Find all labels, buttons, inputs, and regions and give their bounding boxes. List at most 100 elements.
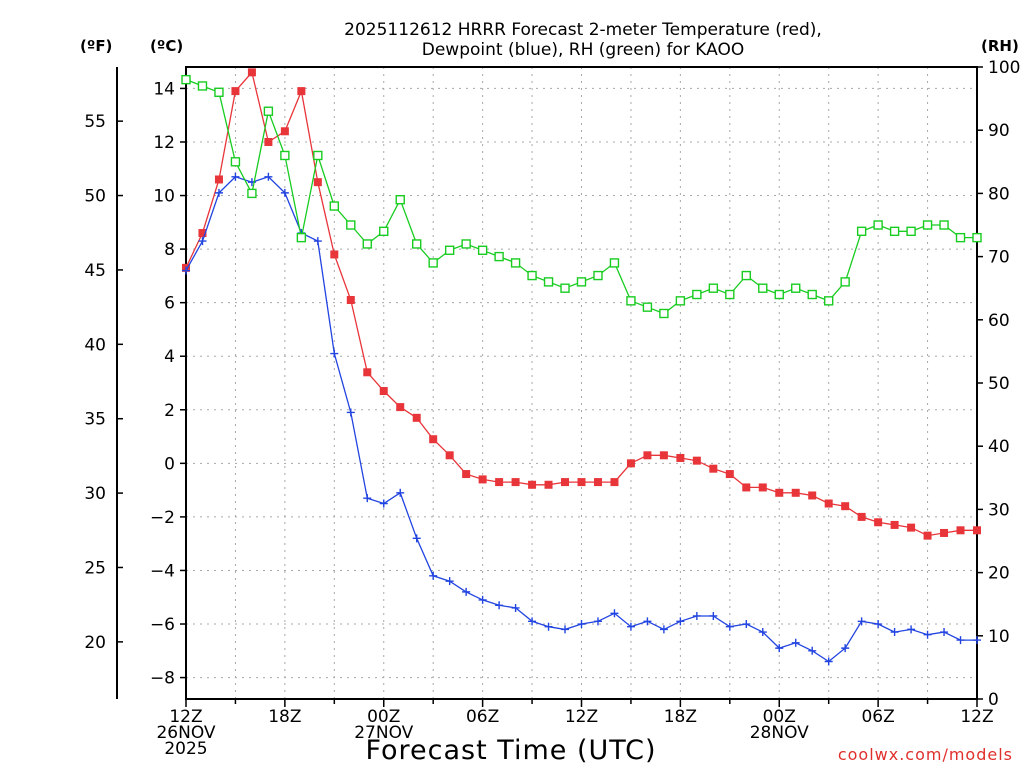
dewpoint-point xyxy=(709,611,718,620)
fahrenheit-tick-label: 50 xyxy=(84,187,106,207)
temperature-point xyxy=(429,435,438,444)
celsius-tick-label: −4 xyxy=(150,561,175,581)
rh-tick-label: 50 xyxy=(988,374,1010,394)
temperature-point xyxy=(561,478,570,487)
dewpoint-point xyxy=(231,172,240,181)
celsius-tick-label: −6 xyxy=(150,615,175,635)
x-tick-label: 26NOV xyxy=(156,723,215,743)
celsius-tick-label: 6 xyxy=(164,294,175,314)
temperature-point xyxy=(940,528,949,537)
rh-point xyxy=(461,239,471,249)
rh-point xyxy=(296,232,307,243)
rh-tick-label: 60 xyxy=(988,311,1010,331)
celsius-tick-label: 0 xyxy=(164,454,175,474)
dewpoint-point xyxy=(643,617,652,626)
rh-point xyxy=(791,283,801,293)
rh-point xyxy=(609,258,620,268)
x-tick-label: 28NOV xyxy=(750,723,809,743)
x-tick-label: 12Z xyxy=(960,707,993,727)
temperature-point xyxy=(857,512,866,521)
fahrenheit-tick-label: 30 xyxy=(84,484,106,504)
fahrenheit-tick-label: 45 xyxy=(84,261,106,281)
dewpoint-point xyxy=(659,625,668,634)
x-tick-label: 12Z xyxy=(565,707,598,727)
rh-point xyxy=(362,239,372,249)
x-tick-label: 18Z xyxy=(268,707,301,727)
dewpoint-point xyxy=(742,620,751,629)
x-tick-label: 12Z xyxy=(169,707,202,727)
dewpoint-point xyxy=(874,620,883,629)
data-series xyxy=(181,68,982,666)
fahrenheit-tick-label: 40 xyxy=(84,335,106,355)
rh-point xyxy=(379,226,389,237)
rh-point xyxy=(214,87,224,97)
dewpoint-point xyxy=(610,609,619,618)
temperature-point xyxy=(297,87,306,96)
rh-point xyxy=(972,232,982,243)
temperature-point xyxy=(874,518,883,527)
dewpoint-point xyxy=(396,488,405,497)
rh-point xyxy=(576,277,587,287)
temperature-point xyxy=(264,137,273,146)
rh-tick-label: 0 xyxy=(988,690,999,710)
temperature-point xyxy=(528,480,537,489)
fahrenheit-tick-label: 20 xyxy=(84,633,106,653)
rh-tick-label: 40 xyxy=(988,437,1010,457)
rh-tick-label: 10 xyxy=(988,627,1010,647)
temperature-point xyxy=(346,295,355,304)
dewpoint-point xyxy=(495,601,504,610)
temperature-point xyxy=(676,453,685,462)
rh-point xyxy=(856,226,867,237)
temperature-point xyxy=(923,531,932,540)
temperature-point xyxy=(198,229,207,238)
rh-point xyxy=(823,296,834,306)
fahrenheit-tick-label: 55 xyxy=(84,112,106,132)
x-tick-label: 00Z xyxy=(367,707,400,727)
dewpoint-point xyxy=(577,620,586,629)
dewpoint-point xyxy=(379,499,388,508)
dewpoint-point xyxy=(214,188,223,197)
rh-point xyxy=(873,220,883,230)
dewpoint-point xyxy=(692,611,701,620)
temperature-point xyxy=(214,175,223,184)
temperature-point xyxy=(511,478,520,487)
rh-point xyxy=(708,283,719,293)
temperature-point xyxy=(907,523,916,532)
dewpoint-point xyxy=(313,237,322,246)
axes: −8−6−4−202468101214202530354045505501020… xyxy=(84,58,1020,759)
celsius-tick-label: −2 xyxy=(150,508,175,528)
temperature-point xyxy=(396,403,405,412)
temperature-point xyxy=(956,526,965,535)
temperature-point xyxy=(577,478,586,487)
dewpoint-point xyxy=(528,617,537,626)
fahrenheit-unit-label: (ºF) xyxy=(80,37,112,55)
dewpoint-point xyxy=(280,188,289,197)
rh-point xyxy=(313,150,323,161)
rh-tick-label: 100 xyxy=(988,58,1020,78)
x-tick-label: 27NOV xyxy=(354,723,413,743)
rh-point xyxy=(939,220,949,230)
celsius-tick-label: 12 xyxy=(153,133,175,153)
temperature-point xyxy=(313,178,322,187)
rh-point xyxy=(774,289,784,300)
celsius-tick-label: 2 xyxy=(164,401,175,421)
rh-point xyxy=(659,308,669,319)
fahrenheit-tick-label: 25 xyxy=(84,558,106,578)
dewpoint-point xyxy=(775,644,784,653)
temperature-point xyxy=(692,456,701,465)
dewpoint-point xyxy=(758,628,767,637)
celsius-tick-label: 8 xyxy=(164,240,175,260)
chart-title-line2: Dewpoint (blue), RH (green) for KAOO xyxy=(422,40,745,60)
chart-title-line1: 2025112612 HRRR Forecast 2-meter Tempera… xyxy=(344,20,822,40)
dewpoint-point xyxy=(824,657,833,666)
temperature-point xyxy=(379,387,388,396)
temperature-point xyxy=(363,368,372,377)
rh-point xyxy=(444,245,455,255)
dewpoint-point xyxy=(676,617,685,626)
rh-tick-label: 80 xyxy=(988,184,1010,204)
rh-point xyxy=(230,157,241,167)
dewpoint-point xyxy=(412,534,421,543)
dewpoint-point xyxy=(593,617,602,626)
rh-point xyxy=(494,251,504,262)
